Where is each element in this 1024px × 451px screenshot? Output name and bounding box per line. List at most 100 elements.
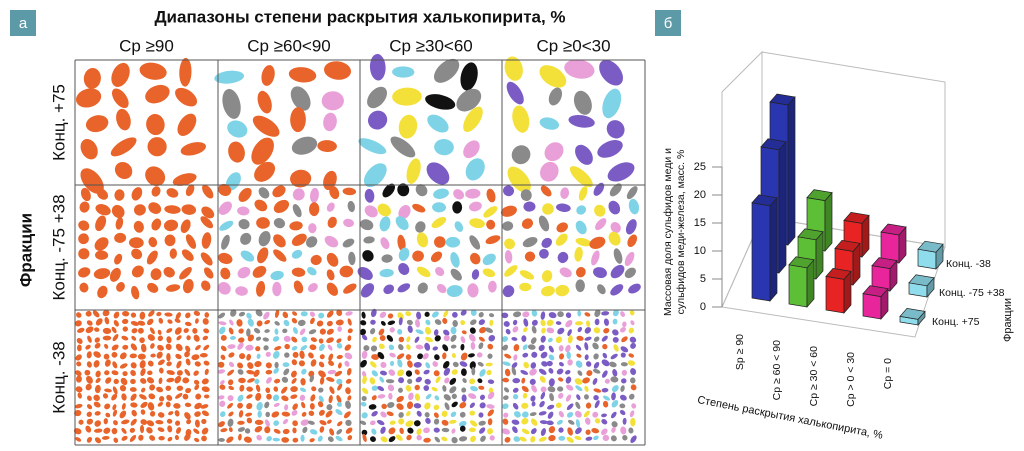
particle	[367, 110, 388, 130]
particle	[158, 317, 164, 324]
particle	[628, 393, 635, 400]
particle	[610, 376, 619, 383]
particle	[159, 396, 165, 402]
particle	[141, 387, 146, 393]
particle	[513, 311, 522, 318]
particle	[325, 410, 333, 418]
particle	[574, 435, 582, 441]
particle	[503, 395, 509, 401]
row-header: Конц. -75 +38	[49, 194, 68, 300]
particle	[460, 62, 478, 91]
particle	[460, 352, 468, 361]
particle	[415, 344, 424, 350]
particle	[104, 370, 110, 376]
particle	[228, 385, 235, 391]
particle	[167, 425, 173, 433]
particle	[245, 412, 253, 417]
particle	[423, 427, 430, 434]
particle	[405, 311, 412, 317]
particle	[415, 319, 421, 328]
particle	[254, 419, 264, 425]
particle	[530, 436, 536, 443]
particle	[398, 387, 403, 393]
particle	[311, 386, 317, 392]
particle	[379, 268, 394, 278]
particle	[540, 386, 547, 393]
particle	[129, 353, 137, 359]
particle	[522, 311, 530, 318]
particle	[628, 353, 635, 358]
particle	[238, 328, 244, 334]
particle	[263, 311, 270, 320]
particle	[292, 327, 298, 334]
y-tick-label: 25	[694, 161, 706, 173]
particle	[130, 418, 137, 426]
particle	[167, 436, 173, 442]
particle	[115, 216, 124, 230]
panel-label-box	[655, 10, 681, 36]
particle	[104, 359, 111, 367]
particle	[246, 417, 253, 424]
particle	[345, 419, 352, 427]
particle	[627, 234, 638, 248]
particle	[345, 387, 351, 395]
particle	[219, 220, 234, 231]
particle	[291, 378, 297, 384]
particle	[584, 312, 591, 317]
particle	[120, 377, 128, 386]
particle	[566, 411, 574, 418]
particle	[604, 378, 610, 384]
particle	[77, 392, 82, 399]
particle	[121, 427, 127, 434]
particle	[292, 188, 305, 201]
particle	[599, 59, 623, 86]
particle	[273, 249, 287, 262]
particle	[76, 361, 82, 367]
particle	[380, 320, 386, 326]
particle	[290, 86, 311, 111]
particle	[541, 327, 546, 334]
particle	[575, 385, 583, 392]
particle	[203, 344, 210, 351]
particle	[112, 333, 119, 342]
particle	[326, 310, 334, 318]
particle	[79, 201, 90, 213]
particle	[86, 411, 92, 417]
particle	[274, 378, 281, 384]
particle	[151, 218, 162, 231]
particle	[238, 337, 245, 343]
particle	[565, 394, 572, 402]
particle	[291, 370, 297, 378]
particle	[271, 411, 280, 418]
particle	[546, 327, 555, 334]
particle	[461, 330, 467, 335]
particle	[336, 342, 343, 349]
particle	[163, 267, 175, 278]
particle	[175, 343, 183, 351]
particle	[454, 221, 464, 232]
particle	[342, 187, 357, 196]
particle	[382, 183, 396, 198]
particle	[122, 311, 130, 317]
particle	[485, 327, 493, 333]
particle	[282, 418, 289, 425]
particle	[612, 318, 618, 325]
bar-top	[908, 274, 935, 287]
particle	[119, 363, 128, 369]
x-tick-label: Sp ≥ 90	[734, 334, 746, 370]
particle	[560, 187, 570, 199]
particle	[318, 370, 326, 378]
particle	[291, 359, 298, 366]
particle	[565, 312, 572, 319]
particle	[164, 234, 176, 247]
particle	[148, 393, 156, 400]
particle	[371, 354, 380, 360]
particle	[265, 369, 273, 375]
particle	[111, 62, 130, 87]
particle	[585, 361, 592, 367]
particle	[76, 344, 82, 352]
particle	[175, 420, 181, 426]
particle	[238, 377, 246, 384]
particle	[600, 428, 608, 436]
particle	[470, 435, 477, 443]
